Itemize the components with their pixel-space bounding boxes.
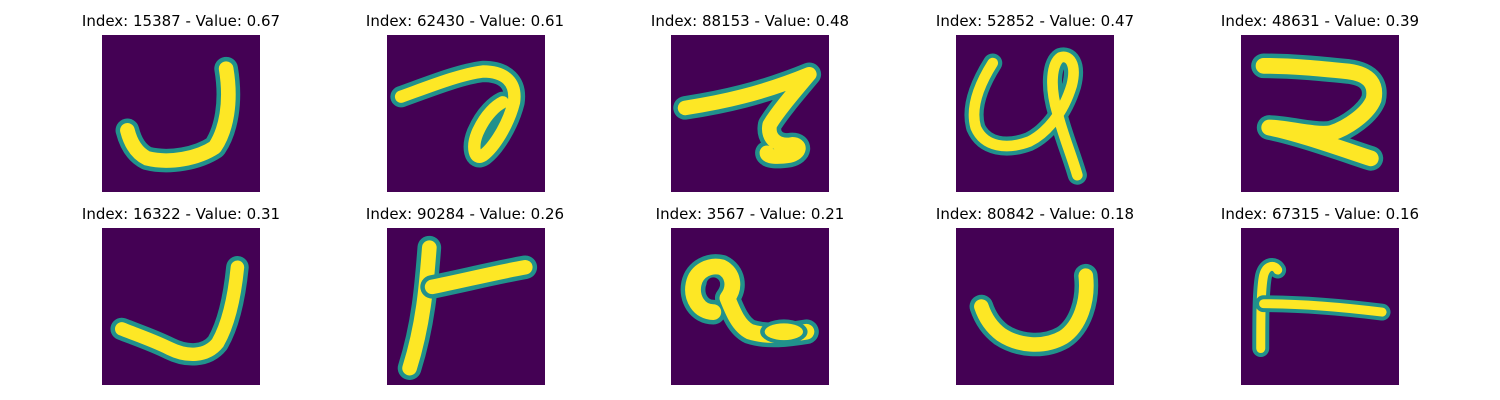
panel-title: Index: 52852 - Value: 0.47: [935, 12, 1135, 30]
panel-title: Index: 67315 - Value: 0.16: [1220, 205, 1420, 223]
panel-4: Index: 48631 - Value: 0.39: [1175, 10, 1465, 192]
digit-image: [387, 35, 545, 192]
panel-2: Index: 88153 - Value: 0.48: [605, 10, 895, 192]
digit-image: [1241, 228, 1399, 385]
digit-image: [956, 228, 1114, 385]
digit-image: [671, 35, 829, 192]
digit-image: [102, 228, 260, 385]
panel-0: Index: 15387 - Value: 0.67: [36, 10, 326, 192]
panel-title: Index: 90284 - Value: 0.26: [365, 205, 565, 223]
panel-1: Index: 62430 - Value: 0.61: [320, 10, 610, 192]
digit-image: [1241, 35, 1399, 192]
panel-8: Index: 80842 - Value: 0.18: [890, 203, 1180, 385]
panel-title: Index: 3567 - Value: 0.21: [655, 205, 845, 223]
panel-5: Index: 16322 - Value: 0.31: [36, 203, 326, 385]
digit-image: [102, 35, 260, 192]
panel-title: Index: 88153 - Value: 0.48: [650, 12, 850, 30]
panel-title: Index: 16322 - Value: 0.31: [81, 205, 281, 223]
panel-6: Index: 90284 - Value: 0.26: [320, 203, 610, 385]
panel-7: Index: 3567 - Value: 0.21: [605, 203, 895, 385]
panel-title: Index: 62430 - Value: 0.61: [365, 12, 565, 30]
panel-title: Index: 80842 - Value: 0.18: [935, 205, 1135, 223]
panel-9: Index: 67315 - Value: 0.16: [1175, 203, 1465, 385]
panel-3: Index: 52852 - Value: 0.47: [890, 10, 1180, 192]
digit-image: [671, 228, 829, 385]
panel-title: Index: 15387 - Value: 0.67: [81, 12, 281, 30]
digit-image: [956, 35, 1114, 192]
digit-image: [387, 228, 545, 385]
panel-title: Index: 48631 - Value: 0.39: [1220, 12, 1420, 30]
